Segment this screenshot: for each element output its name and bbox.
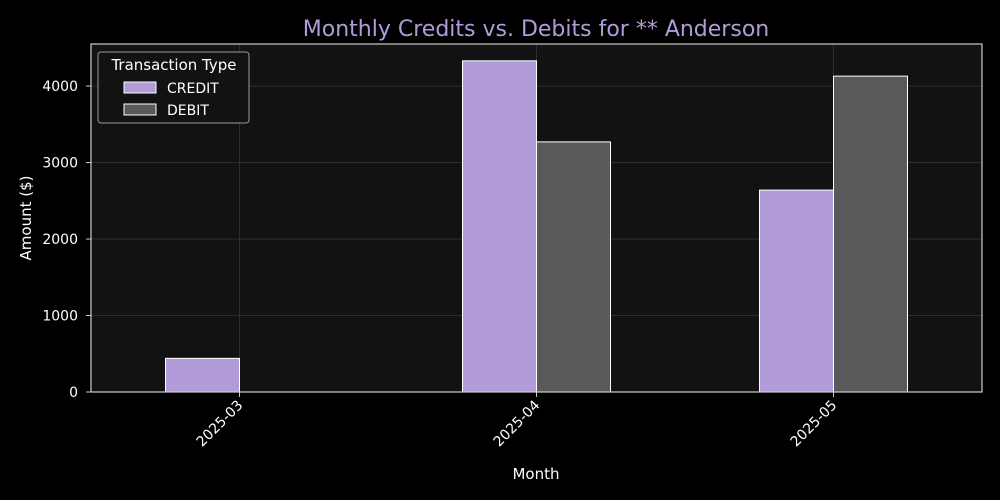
bar-credit-2025-04 [462,60,537,393]
bar-debit-2025-04 [536,141,611,393]
x-axis-label: Month [512,465,559,483]
y-tick-label: 0 [69,385,78,401]
bar-credit-2025-05 [759,189,834,393]
bar-debit-2025-05 [833,75,908,393]
y-axis-ticks: 0 1000 2000 3000 4000 [42,79,91,401]
y-tick-label: 1000 [42,309,78,325]
legend-title: Transaction Type [110,56,236,74]
bars [165,60,908,393]
y-tick-label: 2000 [42,232,78,248]
y-tick-label: 4000 [42,79,78,95]
legend-label-credit: CREDIT [167,81,219,97]
bar-credit-2025-03 [165,357,240,393]
legend-label-debit: DEBIT [167,103,209,119]
chart-title: Monthly Credits vs. Debits for ** Anders… [303,17,769,42]
legend: Transaction Type CREDIT DEBIT [97,51,250,124]
legend-swatch-credit [123,81,157,94]
y-tick-label: 3000 [42,156,78,172]
legend-swatch-debit [123,103,157,116]
y-axis-label: Amount ($) [17,176,35,261]
